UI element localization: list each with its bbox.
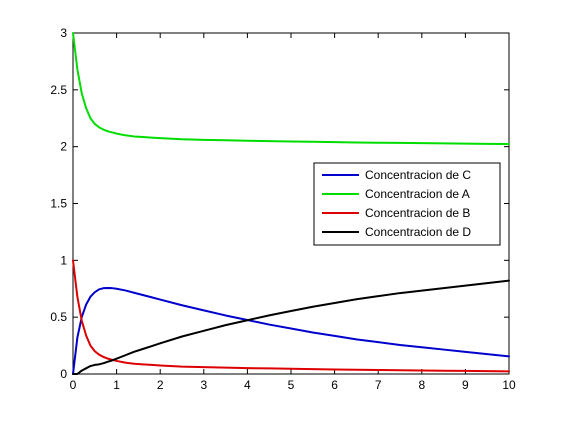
series-line-2 [72,32,510,146]
x-tick-label: 6 [331,378,338,392]
legend-label: Concentracion de D [365,225,471,239]
x-tick-label: 0 [70,378,77,392]
y-tick-label: 1.5 [50,197,67,211]
x-tick-label: 4 [244,378,251,392]
x-tick-label: 7 [375,378,382,392]
x-axis: 0 1 2 3 4 5 6 7 8 9 10 [70,33,516,392]
x-tick-label: 10 [502,378,516,392]
series-line-4 [72,279,510,375]
y-tick-label: 2 [60,140,67,154]
legend: Concentracion de C Concentracion de A Conc… [313,162,501,246]
series-layer [72,32,510,375]
series-line-1 [72,286,510,375]
y-tick-label: 0.5 [50,310,67,324]
y-tick-label: 3 [60,26,67,40]
x-tick-label: 2 [157,378,164,392]
x-tick-label: 1 [113,378,120,392]
x-tick-label: 8 [418,378,425,392]
x-tick-label: 5 [288,378,295,392]
x-tick-label: 9 [462,378,469,392]
x-tick-label: 3 [200,378,207,392]
y-axis: 0 0.5 1 1.5 2 2.5 3 [50,26,509,381]
y-tick-label: 2.5 [50,83,67,97]
legend-label: Concentracion de A [365,187,470,201]
y-tick-label: 0 [60,367,67,381]
series-line-3 [72,259,510,373]
y-tick-label: 1 [60,253,67,267]
legend-label: Concentracion de C [365,168,471,182]
legend-label: Concentracion de B [365,206,470,220]
